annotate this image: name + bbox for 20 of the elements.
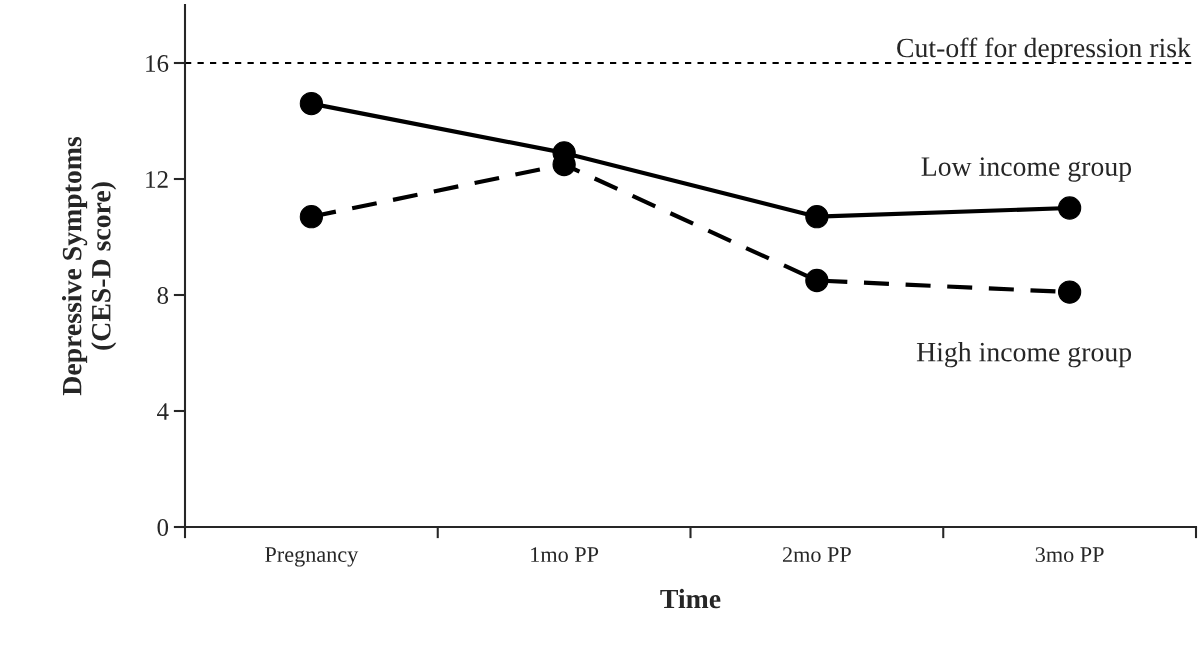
- series-label: Low income group: [921, 157, 1132, 182]
- x-tick-label: 1mo PP: [531, 547, 599, 563]
- y-tick-label: 4: [157, 403, 169, 420]
- y-tick-label: 12: [146, 171, 168, 188]
- x-tick-label: 2mo PP: [782, 547, 851, 563]
- text: High income group: [916, 341, 1132, 368]
- y-tick-label: 16: [146, 55, 169, 72]
- x-tick-label: 3mo PP: [1035, 547, 1104, 563]
- point: [805, 268, 829, 293]
- point: [805, 205, 829, 229]
- y-axis-title: Depressive Symptoms (CES-D score): [61, 136, 117, 396]
- x-tick-label: Pregnancy: [265, 547, 359, 567]
- y-tick-label: 8: [157, 287, 169, 304]
- point: [1057, 280, 1082, 304]
- x-axis-title: Time: [660, 588, 721, 609]
- y-tick-label: 0: [157, 519, 169, 536]
- point: [299, 205, 324, 229]
- point: [299, 91, 324, 116]
- ref-line-label: Cut-off for depression risk: [897, 37, 1191, 63]
- point: [1057, 196, 1082, 220]
